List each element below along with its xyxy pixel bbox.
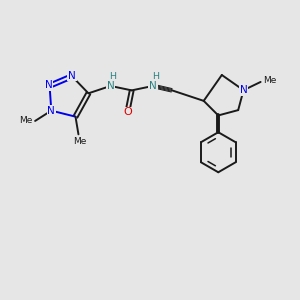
Text: N: N [47,106,55,116]
Text: H: H [152,72,159,81]
Text: N: N [68,71,76,81]
Text: N: N [240,85,248,95]
Text: N: N [106,81,114,91]
Text: Me: Me [263,76,276,85]
Text: Me: Me [20,116,33,125]
Text: N: N [149,81,157,91]
Text: H: H [110,72,116,81]
Text: O: O [123,107,132,118]
Text: N: N [44,80,52,90]
Text: Me: Me [73,137,87,146]
